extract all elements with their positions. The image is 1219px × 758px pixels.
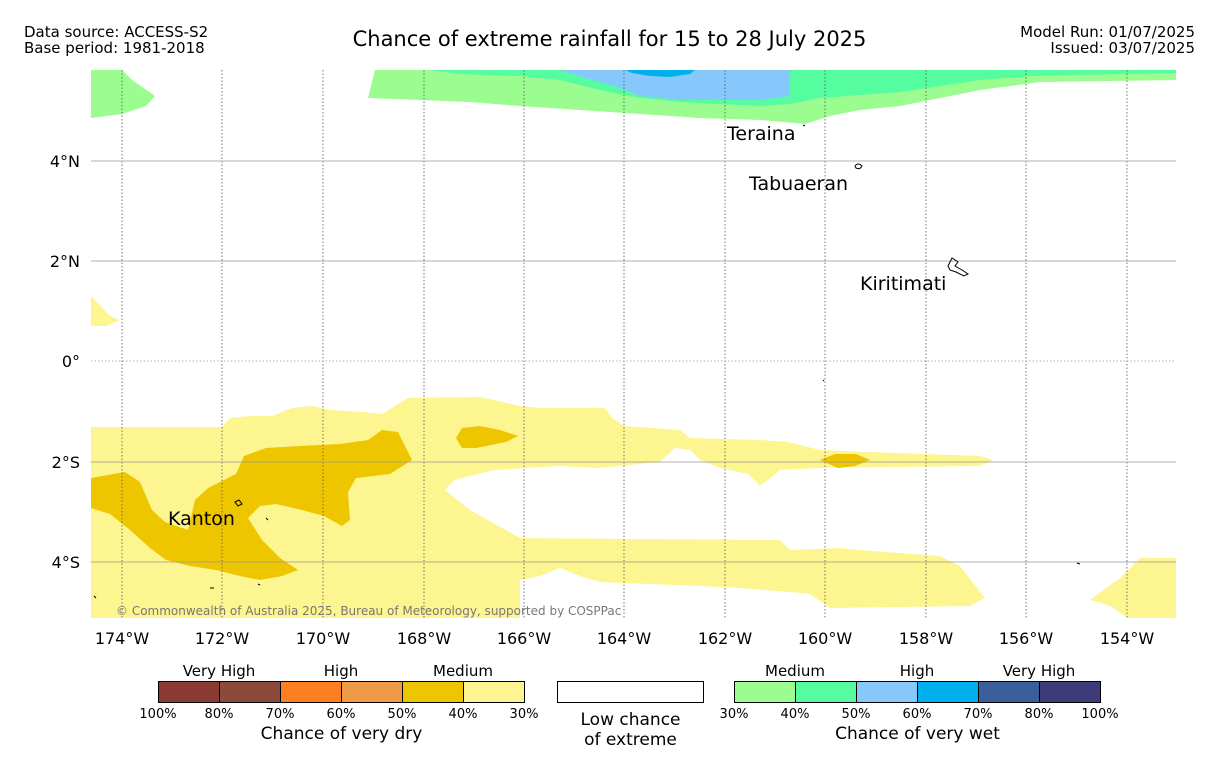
longitude-label: 160°W <box>798 629 853 648</box>
colorbar-segment <box>917 682 978 702</box>
wet-category-medium: Medium <box>765 662 825 680</box>
colorbar-tick-label: 30% <box>719 707 749 722</box>
colorbar-tick-label: 50% <box>387 707 417 722</box>
issued-text: Issued: 03/07/2025 <box>1050 39 1195 57</box>
place-label-kiritimati: Kiritimati <box>860 273 946 295</box>
island-outlines <box>93 124 1081 599</box>
data-source-text: Data source: ACCESS-S2 <box>24 23 209 41</box>
small-islet-4 <box>1076 562 1081 565</box>
small-islet-5 <box>822 379 825 382</box>
dry-medium-region-west <box>91 296 120 326</box>
place-label-teraina: Teraina <box>726 123 796 145</box>
header-right: Model Run: 01/07/2025 Issued: 03/07/2025 <box>1020 24 1195 56</box>
small-islet-6 <box>93 595 97 599</box>
colorbar-segment <box>402 682 463 702</box>
low-chance-caption: Low chance of extreme <box>557 710 704 750</box>
model-run-text: Model Run: 01/07/2025 <box>1020 23 1195 41</box>
colorbar-tick-label: 60% <box>326 707 356 722</box>
colorbar-segment <box>856 682 917 702</box>
tabuaeran-island-outline <box>854 163 863 170</box>
colorbar-segment <box>1039 682 1100 702</box>
low-chance-caption-line2: of extreme <box>584 730 677 750</box>
copyright-notice: © Commonwealth of Australia 2025, Bureau… <box>116 604 621 618</box>
longitude-label: 168°W <box>397 629 452 648</box>
longitude-labels: 174°W 172°W 170°W 168°W 166°W 164°W 162°W 160°W… <box>95 629 1155 648</box>
longitude-label: 174°W <box>95 629 150 648</box>
longitude-label: 158°W <box>899 629 954 648</box>
latitude-labels: 4°N 2°N 0° 2°S 4°S <box>50 152 80 572</box>
small-islet-1 <box>265 517 269 521</box>
wet-very-high-region <box>625 70 695 77</box>
place-label-tabuaeran: Tabuaeran <box>748 173 848 195</box>
longitude-label: 166°W <box>497 629 552 648</box>
longitude-label: 156°W <box>999 629 1054 648</box>
latitude-label: 0° <box>62 352 80 371</box>
map-title: Chance of extreme rainfall for 15 to 28 … <box>352 27 867 51</box>
colorbar-tick-label: 30% <box>509 707 539 722</box>
place-label-kanton: Kanton <box>168 508 235 530</box>
dry-category-medium: Medium <box>433 662 493 680</box>
dry-medium-high-region-center <box>456 426 518 448</box>
colorbar-segment <box>341 682 402 702</box>
low-chance-gap <box>445 448 1176 618</box>
colorbar-segment <box>735 682 795 702</box>
wet-caption: Chance of very wet <box>835 724 1000 744</box>
colorbar-tick-label: 40% <box>780 707 810 722</box>
colorbar-segment <box>219 682 280 702</box>
dry-medium-high-region-east <box>820 454 870 468</box>
longitude-label: 164°W <box>597 629 652 648</box>
map-fields <box>91 70 1176 618</box>
colorbar-tick-label: 80% <box>204 707 234 722</box>
place-labels: Teraina Tabuaeran Kiritimati Kanton <box>168 123 946 530</box>
wet-medium-region-nw <box>91 70 155 118</box>
header-left: Data source: ACCESS-S2 Base period: 1981… <box>24 24 208 56</box>
low-chance-swatch <box>557 681 704 703</box>
small-islet-3 <box>257 583 261 586</box>
colorbar-tick-label: 80% <box>1024 707 1054 722</box>
longitude-label: 172°W <box>195 629 250 648</box>
colorbar-segment <box>795 682 856 702</box>
latitude-label: 2°S <box>52 453 80 472</box>
teraina-island-outline <box>802 124 806 127</box>
colorbar-segment <box>463 682 524 702</box>
latitude-label: 4°N <box>50 152 80 171</box>
dry-medium-high-region-kanton <box>91 430 412 580</box>
colorbar-tick-label: 70% <box>963 707 993 722</box>
colorbar-segment <box>159 682 219 702</box>
gridlines <box>91 70 1176 618</box>
latitude-label: 2°N <box>50 252 80 271</box>
kiritimati-island-outline <box>947 257 969 277</box>
colorbar-segment <box>978 682 1039 702</box>
longitude-label: 154°W <box>1100 629 1155 648</box>
dry-category-high: High <box>323 662 359 680</box>
kanton-island-outline <box>234 499 243 507</box>
latitude-label: 4°S <box>52 553 80 572</box>
colorbar-segment <box>280 682 341 702</box>
low-chance-caption-line1: Low chance <box>580 710 681 730</box>
colorbar-tick-label: 100% <box>139 707 177 722</box>
dry-caption: Chance of very dry <box>260 724 423 744</box>
wet-high-region <box>560 70 790 100</box>
wet-colorbar <box>734 681 1101 703</box>
colorbar-tick-label: 50% <box>841 707 871 722</box>
colorbar-tick-label: 100% <box>1081 707 1119 722</box>
base-period-text: Base period: 1981-2018 <box>24 39 205 57</box>
wet-category-very-high: Very High <box>1002 662 1076 680</box>
colorbar-tick-label: 40% <box>448 707 478 722</box>
longitude-label: 170°W <box>296 629 351 648</box>
longitude-label: 162°W <box>698 629 753 648</box>
dry-medium-region-east <box>1090 558 1176 618</box>
dry-colorbar <box>158 681 525 703</box>
wet-category-high: High <box>899 662 935 680</box>
colorbar-tick-label: 70% <box>265 707 295 722</box>
dry-category-very-high: Very High <box>182 662 256 680</box>
colorbar-tick-label: 60% <box>902 707 932 722</box>
